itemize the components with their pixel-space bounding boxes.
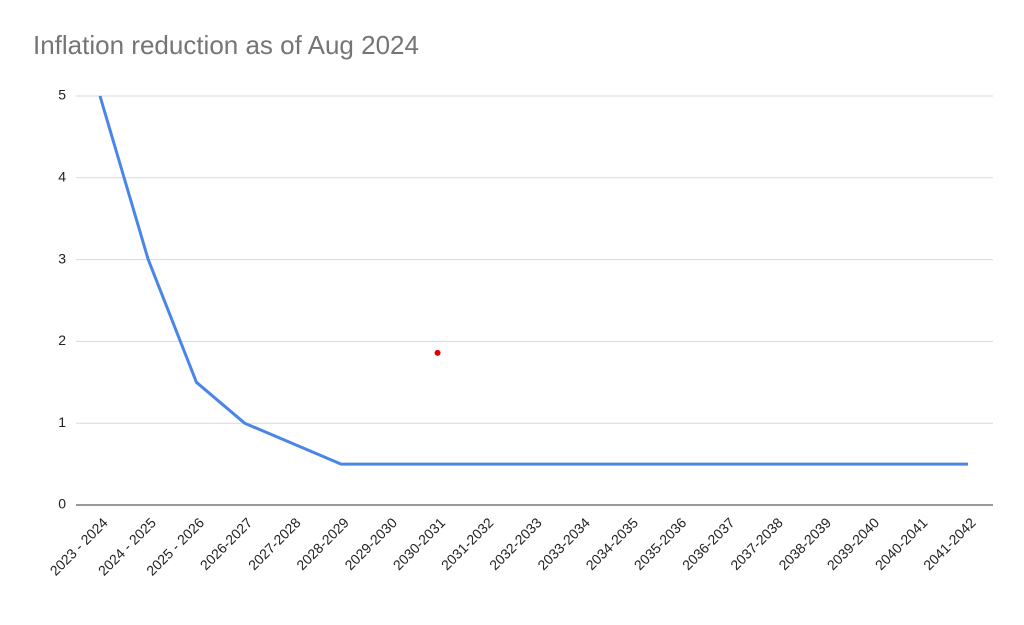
series-line — [98, 95, 968, 466]
y-tick-label: 5 — [58, 87, 66, 103]
y-tick-label: 3 — [58, 250, 66, 266]
y-tick-label: 0 — [58, 496, 66, 512]
y-tick-label: 4 — [58, 169, 66, 185]
y-tick-label: 2 — [58, 332, 66, 348]
data-point — [434, 349, 441, 356]
chart-title: Inflation reduction as of Aug 2024 — [33, 30, 419, 60]
x-tick-label: 2041-2042 — [920, 514, 979, 573]
y-tick-label: 1 — [58, 414, 66, 430]
